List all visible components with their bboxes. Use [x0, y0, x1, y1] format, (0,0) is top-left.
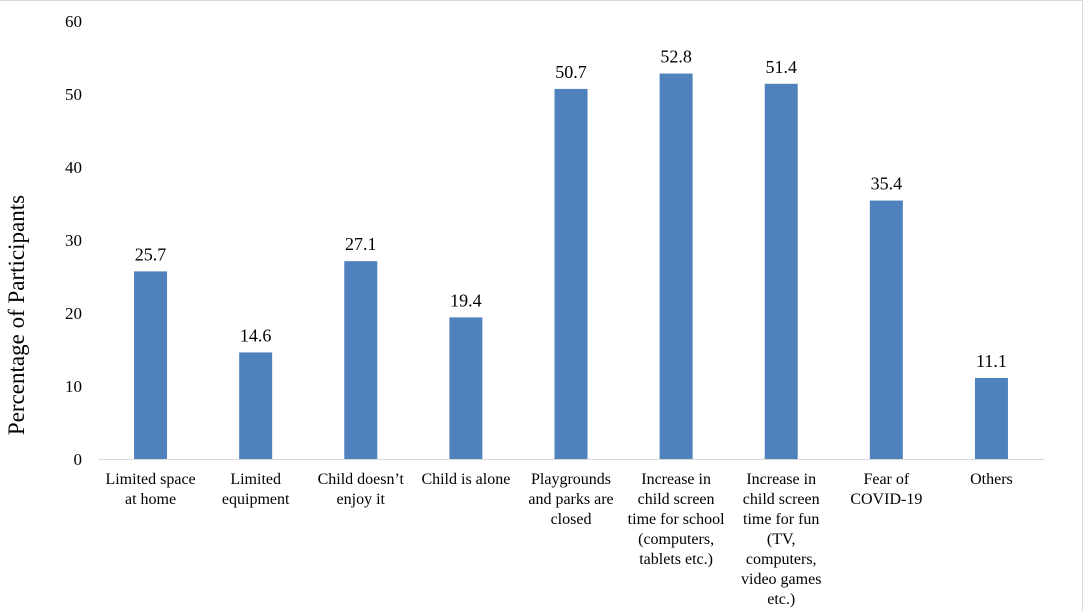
- data-label: 52.8: [660, 47, 692, 67]
- x-tick-label-line: child screen: [743, 491, 820, 508]
- y-tick-label: 10: [65, 377, 82, 396]
- x-tick-label: Limited space at home: [105, 471, 195, 508]
- x-tick-label-line: time for school: [628, 511, 725, 528]
- x-tick-label: Limited equipment: [222, 471, 290, 508]
- x-tick-label-line: Increase in: [641, 471, 711, 488]
- x-tick-label: Child doesn’t enjoy it: [318, 471, 405, 508]
- data-label: 14.6: [240, 325, 272, 345]
- x-tick-label-line: Playgrounds: [531, 471, 611, 488]
- x-axis: Limited space at home Limited equipment Chil…: [98, 459, 1044, 608]
- x-tick-label-line: enjoy it: [337, 491, 386, 508]
- x-tick-label: Playgrounds and parks are closed: [528, 471, 613, 528]
- x-tick-label-line: Limited space: [105, 471, 195, 488]
- bar: [449, 317, 483, 459]
- y-tick-label: 40: [65, 158, 82, 177]
- data-label: 27.1: [345, 234, 377, 254]
- x-tick-label-line: (TV,: [767, 531, 796, 548]
- x-tick-label-line: and parks are: [528, 491, 613, 508]
- x-tick-label: Others: [970, 471, 1013, 488]
- x-tick-label-line: time for fun: [743, 511, 819, 528]
- bar: [974, 377, 1008, 459]
- x-tick-label-line: (computers,: [638, 531, 714, 548]
- x-tick-label: Fear of COVID-19: [850, 471, 922, 508]
- x-tick-label-line: Fear of: [863, 471, 909, 488]
- x-tick-label-line: closed: [551, 511, 592, 528]
- x-tick-label-line: equipment: [222, 491, 290, 508]
- bar: [134, 271, 168, 459]
- y-axis-title: Percentage of Participants: [4, 195, 29, 435]
- x-tick-label-line: COVID-19: [850, 491, 922, 508]
- data-label: 51.4: [765, 57, 797, 77]
- y-tick-label: 30: [65, 231, 82, 250]
- bar: [659, 73, 693, 459]
- y-tick-label: 50: [65, 85, 82, 104]
- bar: [344, 261, 378, 459]
- data-label: 19.4: [450, 290, 482, 310]
- bars: 25.7 14.6 27.1 19.4 50.7 52.8 51.4 35.4 11.1: [134, 47, 1008, 459]
- x-tick-label-line: Child doesn’t: [318, 471, 405, 488]
- bar: [764, 83, 798, 459]
- bar: [239, 352, 273, 459]
- y-tick-label: 0: [74, 450, 83, 469]
- bar: [554, 88, 588, 459]
- x-tick-label-line: Limited: [230, 471, 281, 488]
- y-tick-label: 20: [65, 304, 82, 323]
- data-label: 11.1: [976, 351, 1007, 371]
- data-label: 50.7: [555, 62, 587, 82]
- y-axis: 0 10 20 30 40 50 60: [65, 12, 82, 469]
- x-tick-label-line: Increase in: [746, 471, 816, 488]
- x-tick-label-line: Child is alone: [421, 471, 510, 488]
- y-tick-label: 60: [65, 12, 82, 31]
- x-tick-label-line: child screen: [638, 491, 715, 508]
- x-tick-label-line: tablets etc.): [639, 551, 713, 568]
- data-label: 35.4: [871, 174, 903, 194]
- x-tick-label: Increase in child screen time for school (c…: [628, 471, 725, 568]
- x-tick-label-line: etc.): [767, 591, 795, 608]
- x-tick-label: Child is alone: [421, 471, 510, 488]
- x-tick-label: Increase in child screen time for fun (TV, c…: [741, 471, 821, 608]
- data-label: 25.7: [135, 244, 167, 264]
- x-tick-label-line: video games: [741, 571, 821, 588]
- bar: [869, 200, 903, 459]
- x-tick-label-line: at home: [125, 491, 176, 508]
- x-tick-label-line: Others: [970, 471, 1013, 488]
- x-tick-label-line: computers,: [746, 551, 817, 568]
